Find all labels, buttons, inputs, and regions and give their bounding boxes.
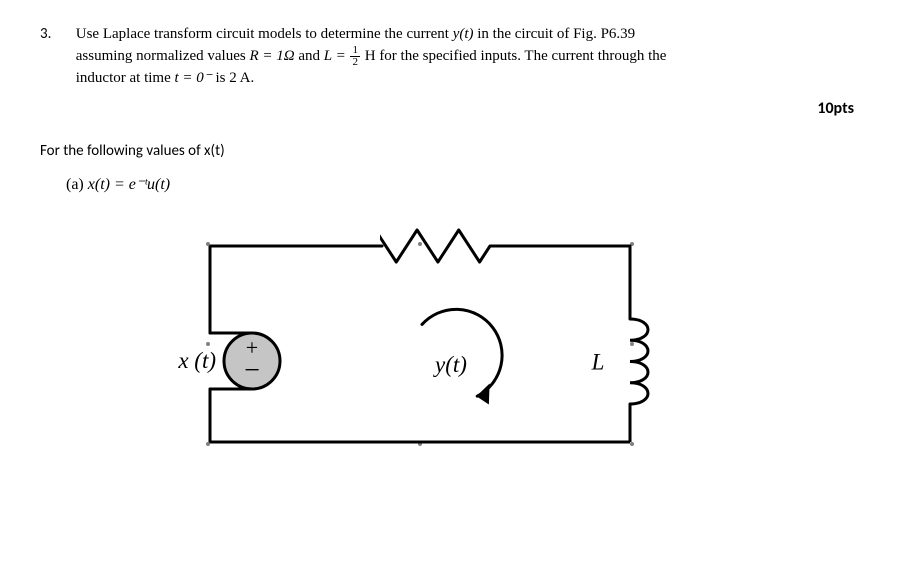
text: and	[295, 48, 324, 64]
text: is 2 A.	[212, 70, 255, 86]
circuit-diagram: +−+−+−x (t)Ry(t)L	[170, 224, 864, 459]
text: inductor at time	[76, 70, 175, 86]
var-y-of-t: y(t)	[453, 26, 474, 42]
svg-text:R: R	[423, 224, 438, 227]
eq-t0: t = 0⁻	[174, 70, 211, 86]
eq-R: R = 1Ω	[249, 48, 294, 64]
points-label: 10pts	[40, 99, 864, 118]
part-a-label: (a)	[66, 176, 88, 193]
subheading: For the following values of x(t)	[40, 142, 864, 160]
problem-statement: Use Laplace transform circuit models to …	[76, 24, 864, 89]
text: Use Laplace transform circuit models to …	[76, 26, 453, 42]
text: H for the specified inputs. The current …	[361, 48, 666, 64]
svg-text:L: L	[591, 350, 605, 375]
text: assuming normalized values	[76, 48, 250, 64]
fraction-half: 12	[350, 45, 360, 68]
problem-number: 3.	[40, 24, 72, 45]
eq-L-pre: L =	[324, 48, 350, 64]
svg-text:x (t): x (t)	[177, 348, 216, 373]
part-a-eq: x(t) = e⁻ᵗu(t)	[88, 176, 170, 193]
svg-text:−: −	[244, 355, 260, 386]
part-a: (a) x(t) = e⁻ᵗu(t)	[66, 174, 864, 194]
text: in the circuit of Fig. P6.39	[474, 26, 636, 42]
svg-text:y(t): y(t)	[433, 352, 467, 377]
fraction-den: 2	[350, 57, 360, 68]
